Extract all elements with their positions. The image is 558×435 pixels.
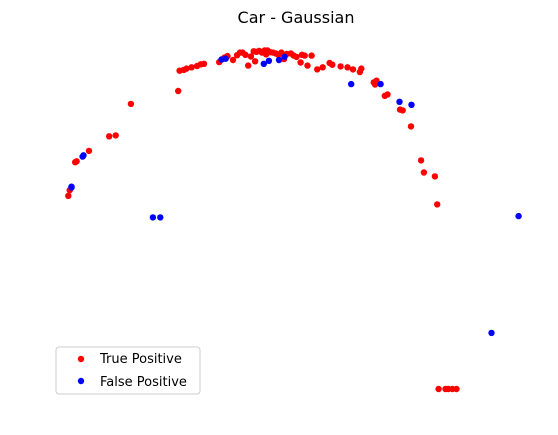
data-point-true-positive [384,91,391,98]
data-point-true-positive [407,123,415,130]
data-point-false-positive [488,329,495,337]
data-point-true-positive [188,64,195,71]
data-point-true-positive [314,66,321,73]
data-point-true-positive [183,65,190,72]
data-point-true-positive [308,52,315,59]
data-point-false-positive [348,80,355,88]
data-point-false-positive [396,98,403,106]
data-point-true-positive [200,60,208,67]
data-point-false-positive [149,214,157,221]
data-point-true-positive [73,158,80,165]
data-point-true-positive [251,58,259,65]
data-point-false-positive [408,101,415,109]
legend: True Positive False Positive [55,346,201,395]
data-point-true-positive [434,201,441,208]
chart-title: Car - Gaussian [238,8,355,27]
plot-area [65,47,522,393]
data-point-true-positive [329,61,336,68]
data-point-true-positive [420,169,428,176]
legend-marker-false-positive [77,377,85,385]
data-point-true-positive [247,53,255,60]
data-point-true-positive [106,133,113,140]
data-point-false-positive [222,55,229,62]
data-point-true-positive [242,51,249,58]
data-point-true-positive [417,157,425,164]
data-point-true-positive [399,107,406,114]
data-point-false-positive [80,152,87,159]
data-point-true-positive [301,52,308,59]
data-point-true-positive [453,385,460,393]
data-point-true-positive [85,147,93,155]
data-point-true-positive [337,63,344,70]
data-point-true-positive [431,173,439,180]
data-point-false-positive [68,183,75,190]
data-point-false-positive [275,56,283,64]
data-point-true-positive [358,65,365,72]
data-point-true-positive [349,66,357,73]
legend-frame [55,346,201,395]
data-point-true-positive [229,56,237,64]
data-point-false-positive [515,212,522,220]
data-point-true-positive [297,59,304,66]
data-point-true-positive [175,87,182,95]
data-point-true-positive [319,64,326,71]
data-point-true-positive [245,62,252,69]
data-point-false-positive [281,53,288,61]
legend-label-false-positive: False Positive [100,375,187,390]
data-point-true-positive [127,100,135,108]
data-point-true-positive [112,132,119,139]
data-point-true-positive [344,64,351,71]
legend-marker-true-positive [77,355,85,363]
data-point-false-positive [157,214,164,221]
data-point-false-positive [260,60,267,67]
data-point-false-positive [377,80,384,88]
data-point-true-positive [293,53,300,61]
data-point-true-positive [65,192,72,199]
data-point-true-positive [435,385,442,393]
legend-label-true-positive: True Positive [99,352,182,367]
data-point-true-positive [304,62,311,69]
data-point-false-positive [265,57,273,64]
